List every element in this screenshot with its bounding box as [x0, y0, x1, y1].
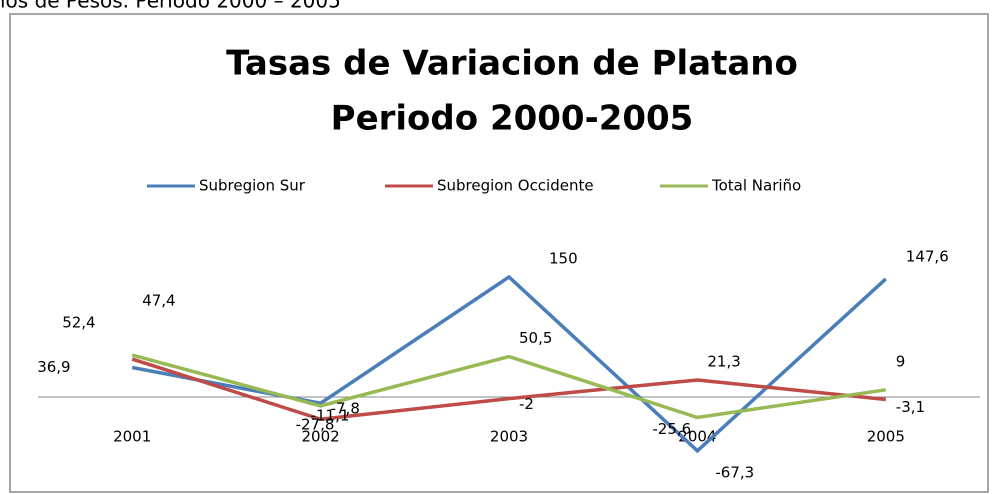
data-label: -2 [519, 395, 534, 413]
data-label: -27,8 [296, 416, 335, 434]
caption: los de Pesos. Periodo 2000 – 2005 [0, 0, 341, 13]
data-label: 147,6 [906, 247, 949, 265]
legend-label: Subregion Sur [199, 177, 306, 195]
legend-label: Subregion Occidente [437, 177, 594, 195]
data-label: 150 [549, 250, 578, 268]
data-label: -25,6 [652, 420, 691, 438]
data-label: 9 [896, 352, 906, 370]
legend-label: Total Nariño [711, 177, 801, 195]
x-tick-label: 2001 [113, 428, 151, 446]
data-label: 36,9 [37, 358, 70, 376]
x-tick-label: 2003 [490, 428, 528, 446]
data-label: 47,4 [142, 292, 175, 310]
data-label: 21,3 [707, 352, 740, 370]
data-label: -7,8 [331, 400, 360, 418]
chart-title: Periodo 2000-2005 [331, 99, 694, 139]
series-line [131, 274, 887, 454]
data-label: -67,3 [715, 463, 754, 481]
data-label: 50,5 [519, 329, 552, 347]
data-label: 52,4 [62, 314, 95, 332]
x-tick-label: 2002 [302, 428, 340, 446]
series-line [131, 353, 887, 420]
data-label: -11,1 [311, 406, 350, 424]
x-tick-label: 2005 [867, 428, 905, 446]
series-line [131, 357, 886, 422]
chart-title: Tasas de Variacion de Platano [226, 44, 798, 84]
chart-frame [9, 13, 989, 493]
data-label: -3,1 [896, 398, 925, 416]
